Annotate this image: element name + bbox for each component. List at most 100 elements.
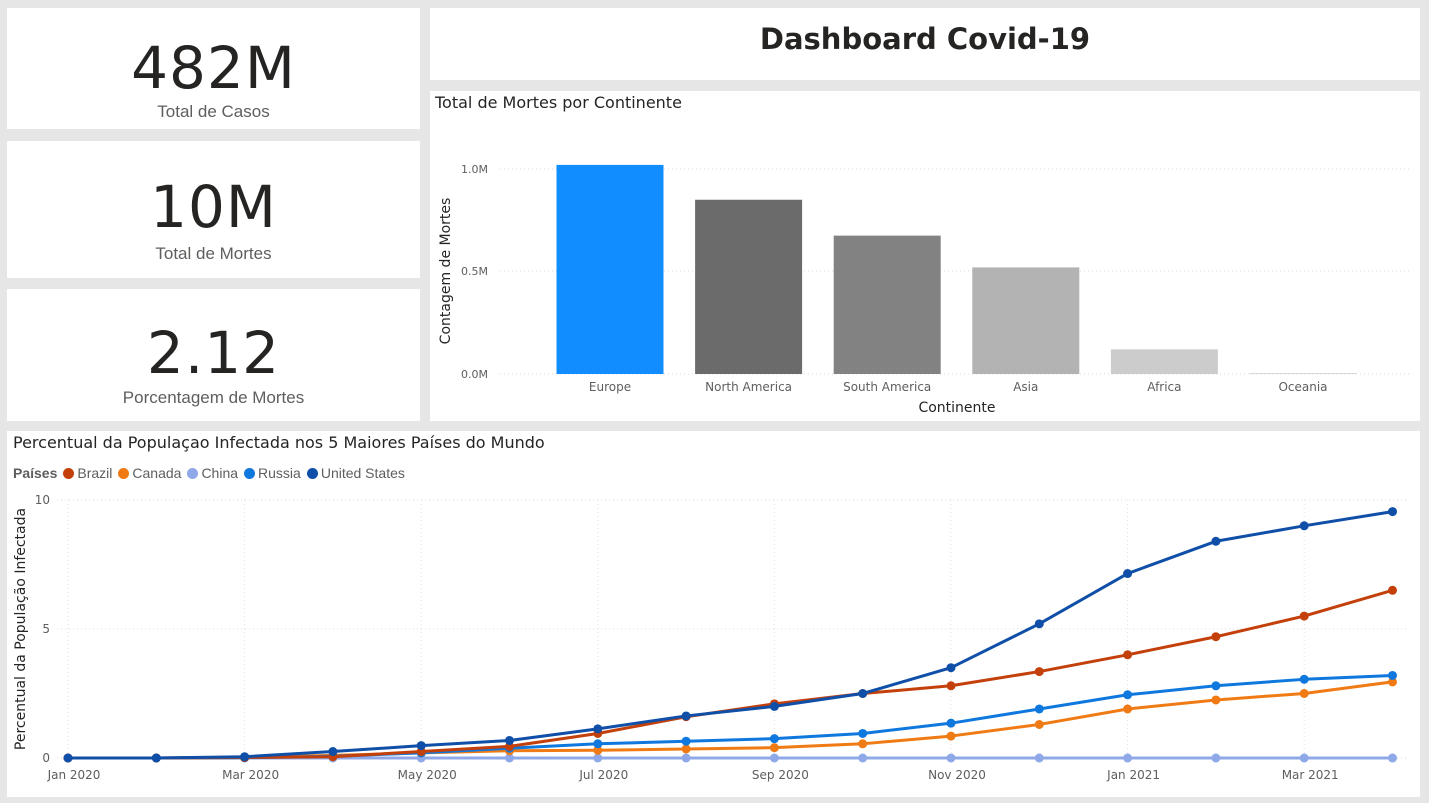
data-point-canada [1388, 677, 1397, 687]
bar-asia [972, 267, 1080, 374]
data-point-brazil [946, 681, 956, 691]
data-point-united-states [1034, 619, 1044, 629]
legend-item-brazil[interactable]: Brazil [63, 465, 112, 481]
data-point-canada [858, 739, 868, 749]
series-line-united-states [68, 510, 1393, 760]
legend-item-canada[interactable]: Canada [118, 465, 181, 481]
line-xtick-label: Mar 2021 [1282, 768, 1339, 782]
bar-xtick-label: North America [705, 380, 792, 394]
bar-xtick-label: Europe [589, 380, 631, 394]
bar-ytick-label: 0.0M [461, 368, 488, 381]
series-line-russia [68, 673, 1393, 760]
data-point-canada [1123, 704, 1133, 714]
data-point-russia [1299, 674, 1309, 684]
kpi-value-death-rate: 2.12 [146, 319, 281, 387]
data-point-united-states [1299, 521, 1309, 531]
line-xtick-label: Jan 2021 [1106, 768, 1160, 782]
legend-dot [63, 467, 75, 479]
data-point-russia [1211, 681, 1221, 691]
data-point-united-states [151, 753, 161, 763]
bar-xtick-label: Asia [1013, 380, 1038, 394]
legend-label: China [201, 465, 239, 481]
legend-dot [306, 467, 318, 479]
data-point-brazil [1299, 611, 1309, 621]
data-point-canada [681, 744, 691, 754]
data-point-russia [593, 739, 603, 749]
data-point-brazil [1034, 667, 1044, 677]
data-point-russia [769, 734, 779, 744]
kpi-value-cases: 482M [131, 34, 296, 102]
data-point-china [858, 753, 868, 763]
data-point-brazil [1211, 632, 1221, 642]
legend-item-russia[interactable]: Russia [244, 465, 301, 481]
data-point-china [1123, 753, 1133, 763]
data-point-united-states [1123, 569, 1133, 579]
data-point-united-states [946, 663, 956, 673]
data-point-united-states [681, 711, 691, 721]
bar-chart-card[interactable]: Total de Mortes por Continente 0.0M 0.5M 1… [430, 91, 1420, 421]
data-point-united-states [858, 689, 868, 698]
data-point-russia [858, 728, 868, 738]
kpi-value-deaths: 10M [150, 173, 277, 241]
line-chart[interactable]: 0 5 10 Jan 2020 Mar 2020 May 2020 Jul 2020 Sep … [7, 431, 1420, 797]
bar-y-axis-title: Contagem de Mortes [438, 198, 454, 345]
bar-north-america [695, 199, 803, 374]
line-chart-title: Percentual da Populaçao Infectada nos 5 … [13, 433, 545, 452]
data-point-united-states [769, 701, 779, 711]
data-point-china [593, 753, 603, 763]
data-point-russia [1388, 670, 1397, 680]
kpi-label-death-rate: Porcentagem de Mortes [122, 388, 305, 407]
bar-oceania [1249, 372, 1357, 374]
data-point-united-states [328, 747, 338, 757]
kpi-card-cases: 482M Total de Casos [7, 8, 420, 129]
dashboard-title: Dashboard Covid-19 [759, 22, 1091, 56]
data-point-china [1211, 753, 1221, 763]
bar-x-axis-title: Continente [918, 400, 995, 416]
series-line-canada [68, 680, 1393, 760]
data-point-canada [769, 743, 779, 753]
data-point-russia [681, 736, 691, 746]
bar-xtick-label: Africa [1147, 380, 1181, 394]
legend-label: United States [320, 465, 405, 481]
bar-ytick-label: 0.5M [461, 265, 488, 278]
line-xtick-label: Sep 2020 [752, 768, 809, 782]
data-point-china [946, 753, 956, 763]
data-point-brazil [1123, 650, 1133, 660]
line-ytick-label: 0 [42, 751, 50, 765]
line-ytick-label: 5 [42, 622, 50, 636]
bar-chart-title: Total de Mortes por Continente [435, 93, 682, 112]
legend-dot [244, 467, 256, 479]
legend-dot [118, 467, 130, 479]
bar-europe [556, 164, 664, 374]
kpi-card-deaths: 10M Total de Mortes [7, 141, 420, 278]
data-point-russia [1034, 704, 1044, 714]
legend-item-china[interactable]: China [187, 465, 238, 481]
data-point-united-states [1388, 507, 1397, 517]
data-point-china [1299, 753, 1309, 763]
data-point-china [1388, 753, 1397, 763]
legend-item-united-states[interactable]: United States [306, 465, 405, 481]
data-point-united-states [416, 741, 426, 751]
bar-chart[interactable]: 0.0M 0.5M 1.0M Europe North America South Ame… [430, 91, 1420, 421]
kpi-label-deaths: Total de Mortes [155, 244, 272, 263]
line-xtick-label: Jan 2020 [47, 768, 101, 782]
line-xtick-label: Mar 2020 [222, 768, 279, 782]
data-point-united-states [1211, 536, 1221, 546]
line-ytick-label: 10 [35, 493, 50, 507]
bar-ytick-label: 1.0M [461, 163, 488, 176]
legend-title: Países [13, 465, 58, 481]
line-xtick-label: Jul 2020 [578, 768, 628, 782]
line-y-axis-title: Percentual da População Infectada [13, 508, 29, 750]
data-point-canada [1299, 689, 1309, 698]
legend-dot [187, 467, 199, 479]
data-point-united-states [593, 724, 603, 734]
series-line-brazil [68, 588, 1393, 760]
line-chart-card[interactable]: Percentual da Populaçao Infectada nos 5 … [7, 431, 1420, 797]
bar-xtick-label: Oceania [1278, 380, 1327, 394]
title-card: Dashboard Covid-19 [430, 8, 1420, 80]
data-point-china [681, 753, 691, 763]
data-point-united-states [505, 735, 514, 745]
line-chart-legend: Países Brazil Canada China Russia United Sta… [13, 465, 411, 481]
line-xtick-label: May 2020 [398, 768, 457, 782]
data-point-russia [1123, 690, 1133, 700]
